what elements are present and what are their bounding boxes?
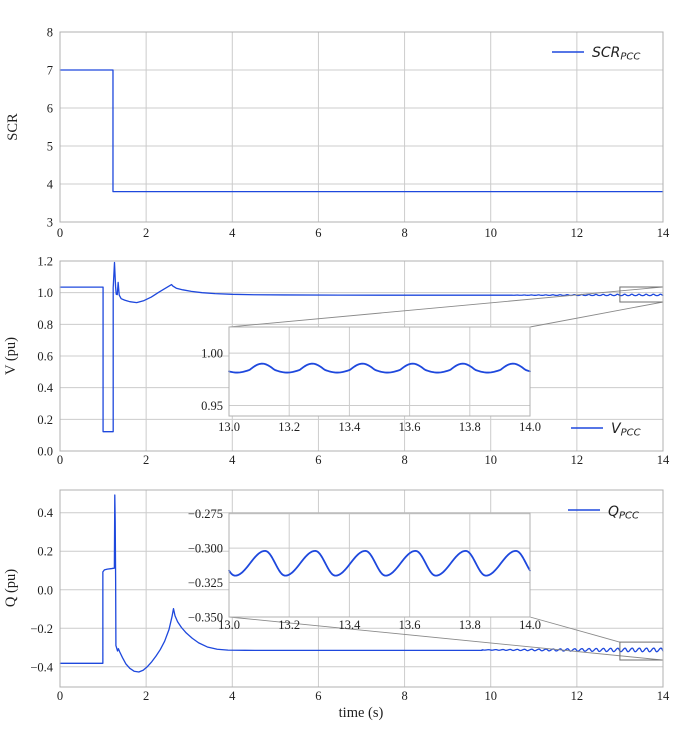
svg-text:13.0: 13.0 xyxy=(218,618,240,632)
svg-text:6: 6 xyxy=(315,453,321,467)
svg-text:1.2: 1.2 xyxy=(37,255,53,269)
svg-text:0.6: 0.6 xyxy=(37,350,53,364)
svg-text:14.0: 14.0 xyxy=(519,618,541,632)
svg-text:0: 0 xyxy=(57,226,63,240)
vpcc-chart: 13.0 13.2 13.4 13.6 13.8 14.0 1.00 0.95 0 2 4 6 8 10 1… xyxy=(3,255,670,468)
svg-text:1.0: 1.0 xyxy=(37,286,53,300)
svg-text:10: 10 xyxy=(484,453,497,467)
svg-text:0.95: 0.95 xyxy=(201,399,223,413)
svg-text:8: 8 xyxy=(47,26,53,40)
scr-ylabel: SCR xyxy=(5,113,21,141)
svg-text:13.4: 13.4 xyxy=(338,420,361,434)
svg-text:−0.300: −0.300 xyxy=(188,542,223,556)
svg-text:13.2: 13.2 xyxy=(278,420,300,434)
svg-text:2: 2 xyxy=(143,689,149,703)
scr-chart: 0 2 4 6 8 10 12 14 3 4 5 6 7 8 SCR SCRPCC xyxy=(5,26,670,241)
qpcc-inset-series-line xyxy=(228,549,531,577)
svg-text:12: 12 xyxy=(571,226,584,240)
qpcc-inset-spine xyxy=(228,512,531,618)
qpcc-series-line xyxy=(59,494,664,673)
svg-text:13.6: 13.6 xyxy=(399,618,421,632)
svg-text:4: 4 xyxy=(47,178,54,192)
svg-text:13.4: 13.4 xyxy=(338,618,361,632)
svg-text:0.0: 0.0 xyxy=(37,583,53,597)
scr-grid xyxy=(59,31,664,223)
qpcc-ylabel: Q (pu) xyxy=(3,569,19,607)
svg-text:6: 6 xyxy=(315,689,321,703)
svg-text:−0.350: −0.350 xyxy=(188,611,223,625)
svg-text:13.0: 13.0 xyxy=(218,420,240,434)
svg-text:4: 4 xyxy=(229,226,236,240)
qpcc-zoom-connectors xyxy=(228,616,664,661)
vpcc-tick-labels: 0 2 4 6 8 10 12 14 0.0 0.2 0.4 0.6 0.8 1.0 1.2 xyxy=(37,255,670,468)
svg-text:12: 12 xyxy=(571,689,584,703)
svg-text:13.2: 13.2 xyxy=(278,618,300,632)
svg-text:0.8: 0.8 xyxy=(37,318,53,332)
vpcc-ylabel: V (pu) xyxy=(3,337,19,375)
qpcc-legend-label: QPCC xyxy=(608,504,639,522)
svg-text:−0.2: −0.2 xyxy=(30,622,53,636)
svg-text:3: 3 xyxy=(47,216,53,230)
vpcc-inset-tick-labels: 13.0 13.2 13.4 13.6 13.8 14.0 1.00 0.95 xyxy=(201,347,541,434)
svg-text:7: 7 xyxy=(47,64,53,78)
scr-legend: SCRPCC xyxy=(552,45,640,63)
svg-text:2: 2 xyxy=(143,226,149,240)
svg-text:0.4: 0.4 xyxy=(37,506,53,520)
scr-series-line xyxy=(59,69,664,193)
svg-text:0.2: 0.2 xyxy=(37,413,53,427)
svg-text:4: 4 xyxy=(229,453,236,467)
svg-text:4: 4 xyxy=(229,689,236,703)
qpcc-chart: 13.0 13.2 13.4 13.6 13.8 14.0 −0.275 −0.300 −0.3… xyxy=(3,489,670,721)
svg-text:5: 5 xyxy=(47,140,53,154)
scr-tick-labels: 0 2 4 6 8 10 12 14 3 4 5 6 7 8 xyxy=(47,26,670,241)
svg-text:0.2: 0.2 xyxy=(37,545,53,559)
vpcc-legend-label: VPCC xyxy=(611,421,641,439)
svg-text:13.6: 13.6 xyxy=(399,420,421,434)
vpcc-inset-spine xyxy=(228,326,531,417)
svg-text:1.00: 1.00 xyxy=(201,347,223,361)
svg-text:0.0: 0.0 xyxy=(37,445,53,459)
svg-text:14: 14 xyxy=(657,453,670,467)
svg-text:13.8: 13.8 xyxy=(459,618,481,632)
qpcc-inset-tick-labels: 13.0 13.2 13.4 13.6 13.8 14.0 −0.275 −0.300 −0.3… xyxy=(188,507,541,632)
vpcc-spine xyxy=(59,260,664,452)
vpcc-zoom-connectors xyxy=(228,286,664,328)
vpcc-legend: VPCC xyxy=(571,421,641,439)
svg-text:0: 0 xyxy=(57,689,63,703)
svg-text:2: 2 xyxy=(143,453,149,467)
svg-text:10: 10 xyxy=(484,689,497,703)
scr-spine xyxy=(59,31,664,223)
qpcc-inset-bg xyxy=(229,513,530,617)
scr-legend-label: SCRPCC xyxy=(592,45,640,63)
svg-text:6: 6 xyxy=(315,226,321,240)
svg-text:6: 6 xyxy=(47,102,53,116)
qpcc-inset: 13.0 13.2 13.4 13.6 13.8 14.0 −0.275 −0.300 −0.3… xyxy=(188,507,541,632)
svg-text:12: 12 xyxy=(571,453,584,467)
svg-text:13.8: 13.8 xyxy=(459,420,481,434)
svg-text:8: 8 xyxy=(401,453,407,467)
vpcc-inset-series-line xyxy=(228,362,531,374)
vpcc-series-line xyxy=(59,261,664,433)
svg-text:14.0: 14.0 xyxy=(519,420,541,434)
svg-text:−0.325: −0.325 xyxy=(188,576,223,590)
svg-text:10: 10 xyxy=(484,226,497,240)
svg-text:0: 0 xyxy=(57,453,63,467)
vpcc-inset: 13.0 13.2 13.4 13.6 13.8 14.0 1.00 0.95 xyxy=(201,326,541,434)
qpcc-spine xyxy=(59,489,664,688)
svg-text:8: 8 xyxy=(401,689,407,703)
svg-text:8: 8 xyxy=(401,226,407,240)
svg-text:−0.275: −0.275 xyxy=(188,507,223,521)
qpcc-xlabel: time (s) xyxy=(339,705,384,721)
svg-text:0.4: 0.4 xyxy=(37,381,53,395)
svg-text:14: 14 xyxy=(657,226,670,240)
svg-text:−0.4: −0.4 xyxy=(30,660,53,674)
qpcc-tick-labels: 0 2 4 6 8 10 12 14 −0.4 −0.2 0.0 0.2 0.4 xyxy=(30,506,670,703)
svg-text:14: 14 xyxy=(657,689,670,703)
